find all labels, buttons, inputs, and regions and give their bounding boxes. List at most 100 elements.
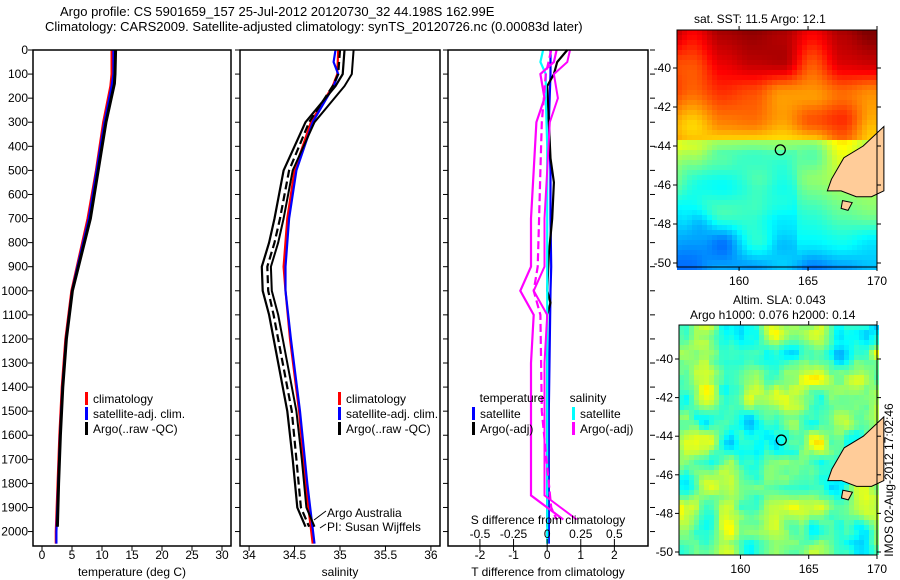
map-cell	[777, 120, 782, 125]
map-cell	[789, 390, 794, 395]
map-cell	[749, 470, 754, 475]
map-cell	[709, 450, 714, 455]
map-cell	[782, 170, 787, 175]
map-cell	[799, 345, 804, 350]
map-cell	[679, 375, 684, 380]
map-cell	[727, 205, 732, 210]
map-cell	[709, 390, 714, 395]
map-cell	[822, 45, 827, 50]
map-cell	[762, 185, 767, 190]
map-cell	[772, 150, 777, 155]
map-cell	[814, 375, 819, 380]
map-cell	[789, 405, 794, 410]
map-cell	[849, 535, 854, 540]
map-cell	[707, 35, 712, 40]
map-cell	[692, 60, 697, 65]
map-cell	[822, 80, 827, 85]
map-cell	[677, 195, 682, 200]
map-cell	[714, 550, 719, 555]
map-cell	[714, 350, 719, 355]
map-cell	[854, 495, 859, 500]
map-cell	[689, 490, 694, 495]
map-cell	[737, 95, 742, 100]
map-cell	[832, 250, 837, 255]
map-cell	[794, 480, 799, 485]
map-cell	[797, 40, 802, 45]
map-cell	[719, 445, 724, 450]
map-cell	[774, 380, 779, 385]
map-cell	[702, 160, 707, 165]
map-cell	[727, 35, 732, 40]
map-cell	[734, 330, 739, 335]
map-cell	[747, 45, 752, 50]
legend-title-temperature: temperature	[480, 391, 545, 405]
map-cell	[849, 380, 854, 385]
map-cell	[832, 80, 837, 85]
map-cell	[857, 85, 862, 90]
map-cell	[694, 470, 699, 475]
map-cell	[687, 215, 692, 220]
map-cell	[787, 225, 792, 230]
map-cell	[859, 525, 864, 530]
map-cell	[832, 60, 837, 65]
map-cell	[742, 140, 747, 145]
map-cell	[827, 105, 832, 110]
map-cell	[842, 260, 847, 265]
map-cell	[727, 240, 732, 245]
map-cell	[777, 210, 782, 215]
map-cell	[787, 120, 792, 125]
map-cell	[789, 435, 794, 440]
y-tick-label: 500	[8, 163, 28, 177]
map-cell	[677, 210, 682, 215]
map-cell	[787, 125, 792, 130]
map-cell	[707, 50, 712, 55]
map-cell	[734, 495, 739, 500]
map-cell	[864, 550, 869, 555]
map-cell	[799, 510, 804, 515]
map-cell	[684, 550, 689, 555]
map-cell	[862, 130, 867, 135]
x-tick-label: 30	[215, 548, 229, 562]
map-cell	[802, 210, 807, 215]
map-cell	[864, 395, 869, 400]
map-cell	[839, 360, 844, 365]
map-cell	[854, 355, 859, 360]
map-cell	[717, 100, 722, 105]
map-cell	[814, 455, 819, 460]
map-cell	[804, 465, 809, 470]
map-cell	[764, 405, 769, 410]
map-cell	[857, 200, 862, 205]
map-cell	[859, 540, 864, 545]
map-cell	[687, 195, 692, 200]
map-cell	[764, 410, 769, 415]
map-cell	[684, 430, 689, 435]
map-cell	[867, 45, 872, 50]
map-cell	[739, 335, 744, 340]
map-cell	[692, 185, 697, 190]
map-cell	[809, 535, 814, 540]
map-cell	[754, 460, 759, 465]
map-cell	[762, 225, 767, 230]
map-cell	[817, 230, 822, 235]
map-cell	[842, 65, 847, 70]
map-cell	[697, 155, 702, 160]
map-cell	[704, 545, 709, 550]
map-cell	[784, 355, 789, 360]
map-cell	[817, 155, 822, 160]
map-cell	[729, 335, 734, 340]
map-cell	[724, 485, 729, 490]
map-cell	[779, 390, 784, 395]
map-cell	[822, 90, 827, 95]
map-cell	[782, 255, 787, 260]
map-cell	[849, 355, 854, 360]
map-cell	[697, 165, 702, 170]
map-cell	[722, 140, 727, 145]
map-cell	[704, 490, 709, 495]
map-cell	[872, 80, 877, 85]
map-cell	[797, 185, 802, 190]
map-cell	[789, 470, 794, 475]
map-cell	[864, 370, 869, 375]
map-cell	[809, 460, 814, 465]
map-cell	[702, 230, 707, 235]
map-cell	[697, 185, 702, 190]
